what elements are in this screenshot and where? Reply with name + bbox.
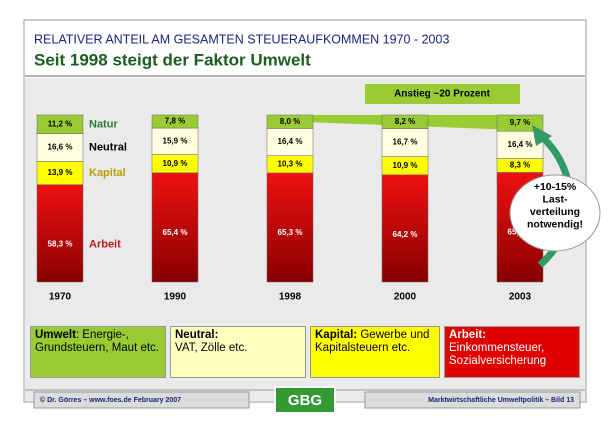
- value-label: 16,6 %: [48, 143, 73, 152]
- bar-segment: [36, 133, 84, 162]
- series-name: Natur: [89, 118, 118, 130]
- legend-text: : Energie-, Grundsteuern, Maut etc.: [35, 329, 160, 354]
- callout-text: Last-: [542, 193, 568, 205]
- title: Seit 1998 steigt der Faktor Umwelt: [34, 50, 311, 69]
- value-label: 8,2 %: [395, 117, 415, 126]
- legend-term: Kapital:: [315, 329, 358, 341]
- footer-right: Marktwirtschaftliche Umweltpolitik – Bil…: [428, 397, 574, 404]
- legend-box: Arbeit: Einkommensteuer, Sozialversicheru…: [444, 326, 580, 378]
- value-label: 7,8 %: [165, 117, 185, 126]
- value-label: 65,4 %: [163, 228, 188, 237]
- legend-term: Umwelt: [35, 329, 76, 341]
- footer-left: © Dr. Görres – www.foes.de February 2007: [40, 396, 181, 404]
- bar-segment: [266, 128, 314, 156]
- bar-segment: [151, 172, 199, 283]
- value-label: 8,0 %: [280, 117, 300, 126]
- callout-text: notwendig!: [527, 218, 583, 230]
- legend-text: Einkommensteuer, Sozialversicherung: [449, 342, 547, 367]
- value-label: 13,9 %: [48, 168, 73, 177]
- value-label: 16,4 %: [278, 137, 303, 146]
- bar-segment: [36, 114, 84, 134]
- x-tick-label: 2000: [394, 292, 417, 303]
- callout-text: verteilung: [530, 206, 580, 218]
- bar-segment: [151, 114, 199, 129]
- callout-text: +10-15%: [534, 181, 577, 193]
- callout-bubble: [509, 174, 601, 252]
- kicker: RELATIVER ANTEIL AM GESAMTEN STEUERAUFKO…: [34, 32, 449, 46]
- legend-term: Neutral:: [175, 329, 219, 341]
- series-name: Neutral: [89, 141, 127, 153]
- footer-right-bar: [364, 391, 581, 409]
- x-tick-label: 2003: [509, 292, 532, 303]
- annotation-box: [365, 84, 520, 104]
- bar-segment: [266, 114, 314, 129]
- annotation: Anstieg ~20 Prozent: [394, 89, 491, 100]
- bar-segment: [496, 114, 544, 132]
- value-label: 16,4 %: [508, 140, 533, 149]
- x-tick-label: 1990: [164, 292, 187, 303]
- value-label: 16,7 %: [393, 138, 418, 147]
- value-label: 9,7 %: [510, 118, 530, 127]
- legend-box: Neutral: VAT, Zölle etc.: [170, 326, 306, 378]
- value-label: 10,9 %: [163, 159, 188, 168]
- logo-box: [274, 386, 336, 414]
- value-label: 65,3 %: [278, 228, 303, 237]
- value-label: 15,9 %: [163, 136, 188, 145]
- value-label: 8,3 %: [510, 161, 530, 170]
- bar-segment: [36, 184, 84, 283]
- bar-segment: [266, 172, 314, 283]
- bar-segment: [381, 128, 429, 157]
- footer-left-bar: [33, 391, 250, 409]
- legend-text: VAT, Zölle etc.: [175, 342, 248, 354]
- x-tick-label: 1970: [49, 292, 72, 303]
- value-label: 10,3 %: [278, 159, 303, 168]
- value-label: 10,9 %: [393, 161, 418, 170]
- x-tick-label: 1998: [279, 292, 302, 303]
- logo: GBG: [288, 392, 322, 409]
- series-name: Arbeit: [89, 239, 121, 251]
- legend-text: Gewerbe und Kapitalsteuern etc.: [315, 329, 430, 354]
- legend-box: Umwelt: Energie-, Grundsteuern, Maut etc…: [30, 326, 166, 378]
- value-label: 11,2 %: [48, 119, 72, 128]
- value-label: 64,2 %: [393, 230, 418, 239]
- callout-arrowhead: [532, 125, 552, 146]
- bar-segment: [151, 127, 199, 155]
- bar-segment: [381, 174, 429, 283]
- series-name: Kapital: [89, 167, 126, 179]
- legend-box: Kapital: Gewerbe und Kapitalsteuern etc.: [310, 326, 440, 378]
- legend-term: Arbeit:: [449, 329, 487, 341]
- value-label: 58,3 %: [48, 240, 73, 249]
- bar-segment: [381, 114, 429, 129]
